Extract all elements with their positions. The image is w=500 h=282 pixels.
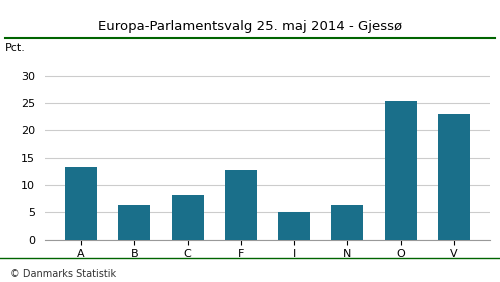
Bar <box>65 167 97 240</box>
Text: © Danmarks Statistik: © Danmarks Statistik <box>10 269 116 279</box>
Bar <box>278 212 310 240</box>
Bar <box>172 195 203 240</box>
Bar <box>225 170 257 240</box>
Bar <box>118 205 150 240</box>
Text: Pct.: Pct. <box>5 43 26 53</box>
Bar <box>384 101 416 240</box>
Bar <box>332 205 364 240</box>
Bar <box>438 114 470 240</box>
Text: Europa-Parlamentsvalg 25. maj 2014 - Gjessø: Europa-Parlamentsvalg 25. maj 2014 - Gje… <box>98 20 402 33</box>
